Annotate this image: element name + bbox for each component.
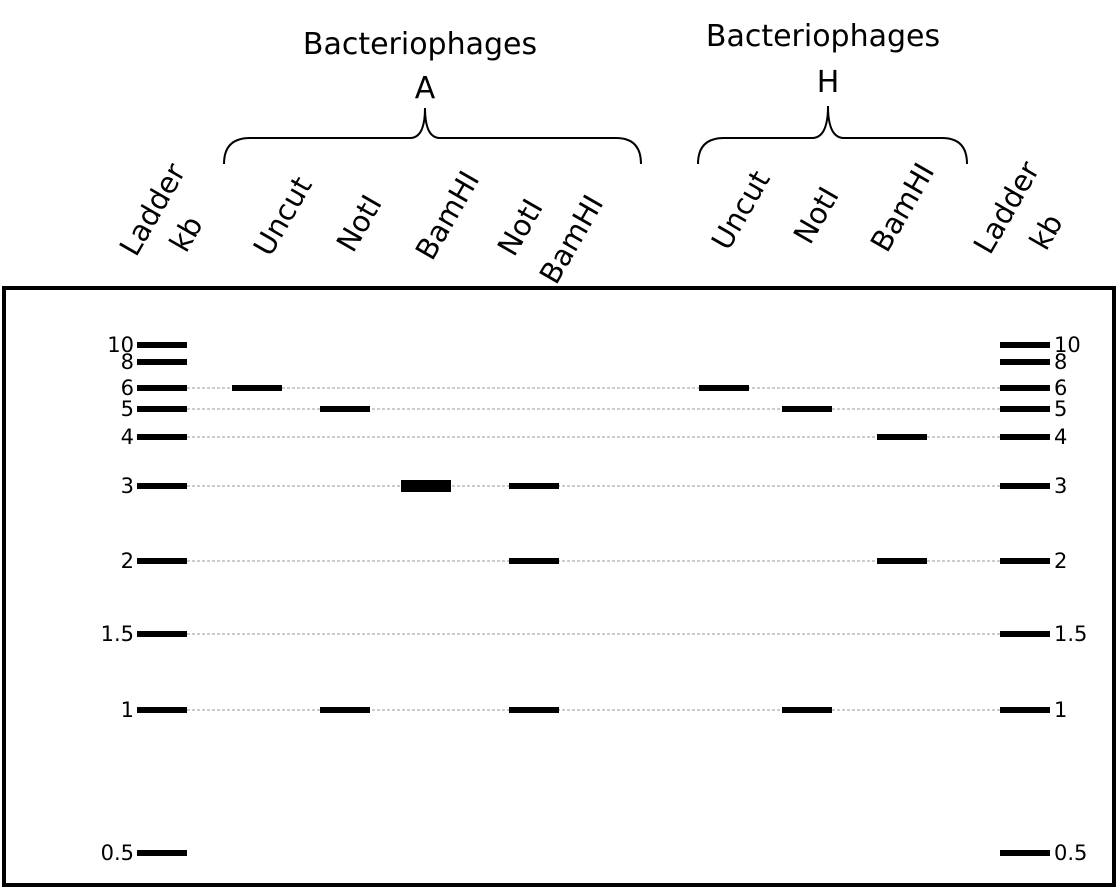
ladder-left-size-label: 8 — [121, 350, 134, 374]
group-a-brace — [223, 107, 642, 165]
band-lane4-1kb — [509, 707, 559, 713]
ladder-left-size-label: 1.5 — [101, 622, 134, 646]
band-lane6-1kb — [782, 707, 832, 713]
band-lane5-6kb — [699, 385, 749, 391]
ladder-left-band-0_5kb — [137, 850, 187, 856]
ladder-left-band-8kb — [137, 359, 187, 365]
gel-frame — [2, 286, 1116, 887]
lane-label-h-noti: NotI — [787, 181, 846, 249]
ladder-right-kb-label: kb — [1023, 208, 1070, 255]
band-lane4-2kb — [509, 558, 559, 564]
ladder-left-band-5kb — [137, 406, 187, 412]
ladder-left-size-label: 4 — [121, 425, 134, 449]
ladder-left-size-label: 0.5 — [101, 841, 134, 865]
group-h-title: Bacteriophages — [706, 19, 940, 54]
ladder-right-band-6kb — [1000, 385, 1050, 391]
lane-label-h-uncut: Uncut — [705, 165, 777, 256]
ladder-right-size-label: 1 — [1054, 698, 1067, 722]
ladder-left-band-1kb — [137, 707, 187, 713]
guide-lines — [187, 387, 1000, 711]
ladder-right-band-1_5kb — [1000, 631, 1050, 637]
ladder-right-size-label: 1.5 — [1054, 622, 1087, 646]
ladder-left-size-label: 6 — [121, 376, 134, 400]
ladder-right-band-1kb — [1000, 707, 1050, 713]
ladder-right-band-3kb — [1000, 483, 1050, 489]
ladder-left-band-3kb — [137, 483, 187, 489]
band-lane2-5kb — [320, 406, 370, 412]
lane-label-a-noti-bamhi-1: NotI — [491, 193, 550, 261]
ladder-right-band-8kb — [1000, 359, 1050, 365]
ladder-right-band-0_5kb — [1000, 850, 1050, 856]
group-h-letter: H — [817, 65, 840, 100]
ladder-left-band-10kb — [137, 342, 187, 348]
ladder-right-size-label: 5 — [1054, 397, 1067, 421]
ladder-right-size-label: 6 — [1054, 376, 1067, 400]
ladder-right-band-2kb — [1000, 558, 1050, 564]
ladder-left-size-label: 3 — [121, 474, 134, 498]
ladder-left-size-label: 10 — [107, 333, 134, 357]
band-lane2-1kb — [320, 707, 370, 713]
band-lane7-4kb — [877, 434, 927, 440]
band-lane4-3kb — [509, 483, 559, 489]
ladder-left-kb-label: kb — [163, 210, 210, 257]
ladder-left-band-6kb — [137, 385, 187, 391]
ladder-right-size-label: 10 — [1054, 333, 1081, 357]
ladder-left-size-label: 1 — [121, 698, 134, 722]
ladder-left-band-4kb — [137, 434, 187, 440]
ladder-right-size-label: 3 — [1054, 474, 1067, 498]
ladder-right-band-5kb — [1000, 406, 1050, 412]
ladder-right-band-10kb — [1000, 342, 1050, 348]
ladder-left-size-label: 2 — [121, 549, 134, 573]
ladder-right-size-label: 0.5 — [1054, 841, 1087, 865]
ladder-right-size-label: 8 — [1054, 350, 1067, 374]
ladder-left-size-label: 5 — [121, 397, 134, 421]
group-h-brace — [697, 105, 968, 165]
group-a-letter: A — [415, 71, 436, 106]
lane-label-a-noti-bamhi-2: BamHI — [533, 189, 611, 289]
band-lane6-5kb — [782, 406, 832, 412]
band-lane3-3kb — [401, 480, 451, 492]
lane-label-a-uncut: Uncut — [247, 171, 319, 262]
lane-label-a-bamhi: BamHI — [409, 165, 487, 265]
lane-label-a-noti: NotI — [330, 189, 389, 257]
group-a-title: Bacteriophages — [303, 27, 537, 62]
lane-label-h-bamhi: BamHI — [864, 157, 942, 257]
ladder-left-band-1_5kb — [137, 631, 187, 637]
band-lane7-2kb — [877, 558, 927, 564]
sample-bands — [232, 385, 927, 713]
ladder-right-size-label: 4 — [1054, 425, 1067, 449]
ladder-right-size-label: 2 — [1054, 549, 1067, 573]
band-lane1-6kb — [232, 385, 282, 391]
ladder-left-band-2kb — [137, 558, 187, 564]
ladder-right-band-4kb — [1000, 434, 1050, 440]
